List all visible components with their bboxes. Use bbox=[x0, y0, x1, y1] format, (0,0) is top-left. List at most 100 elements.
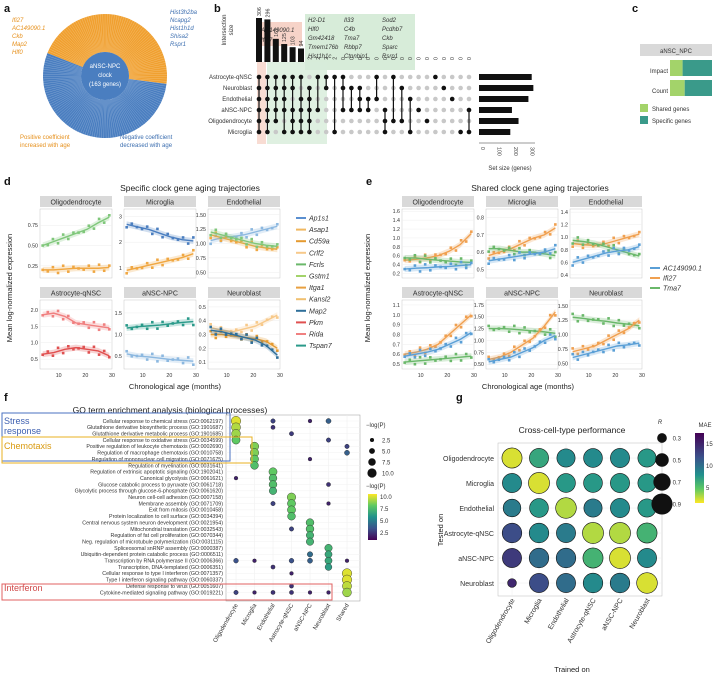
data-point bbox=[235, 332, 238, 336]
green-gene: Tmem176b bbox=[308, 45, 339, 51]
y-tick-label: 1.50 bbox=[558, 304, 568, 310]
pie-gene-divider bbox=[114, 19, 131, 55]
data-point bbox=[586, 238, 590, 242]
pie-gene-divider bbox=[123, 90, 154, 115]
matrix-dot bbox=[357, 129, 363, 135]
matrix-dot-active bbox=[265, 107, 270, 113]
data-point bbox=[92, 345, 96, 349]
pie-gene-divider bbox=[73, 22, 93, 56]
data-point bbox=[413, 255, 417, 258]
pie-gene-divider bbox=[49, 48, 84, 66]
y-tick-label: 1.2 bbox=[393, 227, 400, 233]
performance-bubble bbox=[528, 472, 550, 494]
data-point bbox=[586, 353, 590, 357]
r-legend-dot bbox=[651, 493, 673, 515]
pie-chart-a bbox=[42, 13, 167, 139]
data-point bbox=[186, 257, 190, 260]
set-size-label: Set size (genes) bbox=[488, 166, 531, 172]
data-point bbox=[87, 326, 91, 330]
row-label: Canonical glycolysis (GO:0061621) bbox=[140, 476, 223, 482]
chemotaxis-label: Chemotaxis bbox=[4, 441, 52, 451]
y-tick-label: 0.25 bbox=[28, 264, 38, 270]
facet-strip bbox=[208, 287, 280, 298]
matrix-dot bbox=[391, 129, 396, 135]
enrichment-dot bbox=[324, 550, 333, 559]
matrix-dot-active bbox=[265, 129, 270, 135]
matrix-dot-active bbox=[281, 96, 287, 102]
data-point bbox=[423, 354, 427, 358]
row-label: Glutathione derivative biosynthetic proc… bbox=[87, 425, 223, 431]
y-tick-label: 0.8 bbox=[477, 216, 484, 222]
dotplot-f: Oligodendrocyte MicrogliaEndothelialAstro… bbox=[75, 414, 361, 644]
r-legend-label: 0.7 bbox=[673, 481, 682, 487]
data-point bbox=[260, 340, 264, 344]
legend-label: Cd59a bbox=[309, 239, 330, 246]
data-point bbox=[627, 249, 631, 252]
matrix-dot bbox=[466, 74, 472, 80]
pie-gene-divider bbox=[69, 95, 92, 128]
y-tick-label: 1.0 bbox=[115, 333, 122, 339]
data-point bbox=[507, 354, 511, 358]
pie-gene-divider bbox=[84, 98, 98, 135]
trend-line bbox=[42, 216, 110, 247]
matrix-dot bbox=[449, 85, 455, 91]
pie-gene-divider bbox=[52, 88, 85, 109]
data-point bbox=[612, 349, 615, 352]
performance-bubble bbox=[556, 473, 576, 493]
matrix-dot bbox=[323, 96, 329, 102]
y-tick-label: 0.6 bbox=[393, 254, 400, 260]
pie-gene-divider bbox=[54, 89, 86, 113]
matrix-dot-active bbox=[441, 85, 447, 91]
matrix-dot-active bbox=[273, 118, 279, 124]
enrichment-dot bbox=[307, 457, 313, 462]
data-point bbox=[607, 244, 610, 248]
enrichment-dot bbox=[250, 461, 259, 470]
performance-bubble bbox=[583, 448, 603, 468]
data-point bbox=[125, 349, 128, 353]
legend-label: Tma7 bbox=[663, 286, 682, 293]
data-point bbox=[61, 233, 65, 236]
color-legend-title: −log(P) bbox=[366, 484, 386, 490]
data-point bbox=[439, 357, 442, 361]
y-tick-label: 0.50 bbox=[558, 361, 568, 367]
performance-bubble bbox=[582, 547, 604, 569]
data-point bbox=[571, 245, 574, 248]
data-point bbox=[502, 249, 506, 252]
data-point bbox=[543, 248, 547, 251]
data-point bbox=[41, 268, 44, 272]
pie-gene-divider bbox=[93, 15, 101, 53]
data-point bbox=[176, 357, 180, 360]
matrix-dot bbox=[374, 118, 379, 124]
pie-gene-divider bbox=[128, 77, 167, 80]
data-point bbox=[229, 329, 233, 333]
data-point bbox=[130, 265, 134, 269]
data-point bbox=[622, 248, 626, 251]
column-label: Microglia bbox=[241, 602, 259, 626]
y-tick-label: 0.5 bbox=[477, 267, 484, 273]
intersection-label: 0 bbox=[383, 57, 389, 60]
matrix-dot bbox=[424, 96, 430, 102]
facet-title: Oligodendrocyte bbox=[51, 200, 102, 207]
column-label: Neuroblast bbox=[313, 603, 333, 631]
matrix-dot bbox=[424, 129, 430, 135]
data-point bbox=[638, 321, 641, 324]
f-group-labels: Stress response Chemotaxis Interferon bbox=[1, 412, 333, 601]
green-gene: Rsrp1 bbox=[382, 54, 398, 60]
pie-gene-divider bbox=[120, 28, 145, 58]
data-point bbox=[229, 332, 233, 336]
enrichment-dot bbox=[252, 558, 257, 563]
matrix-dot-active bbox=[466, 129, 472, 135]
data-point bbox=[418, 260, 422, 264]
pie-gene-divider bbox=[45, 59, 82, 70]
facet-title: Oligodendrocyte bbox=[413, 200, 464, 207]
size-legend-title: −log(P) bbox=[366, 423, 386, 429]
pie-gene-divider bbox=[125, 42, 158, 64]
data-point bbox=[255, 248, 259, 252]
data-point bbox=[622, 234, 626, 238]
data-point bbox=[235, 235, 238, 239]
pie-gene-divider bbox=[71, 96, 93, 129]
matrix-dot-active bbox=[307, 96, 312, 102]
data-point bbox=[497, 247, 501, 251]
data-point bbox=[538, 252, 542, 256]
